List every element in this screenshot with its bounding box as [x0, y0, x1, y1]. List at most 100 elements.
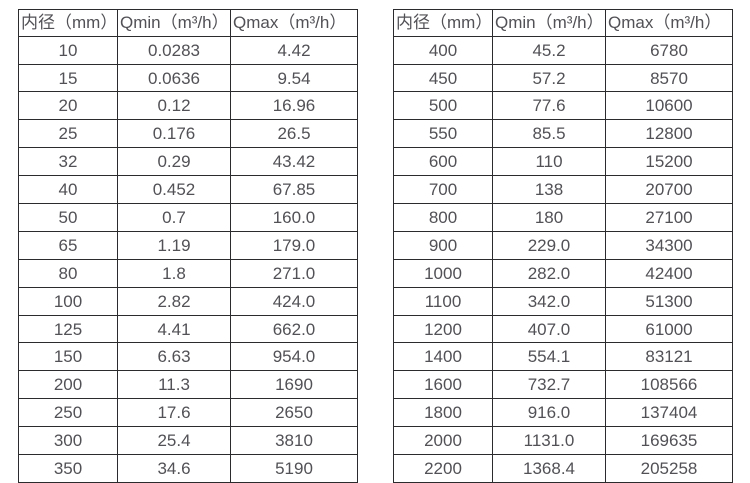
data-cell: 32 [18, 147, 118, 177]
data-cell: 4.42 [230, 35, 358, 65]
header-cell: Qmax（m³/h） [605, 9, 733, 37]
data-cell: 85.5 [492, 119, 606, 149]
data-cell: 100 [18, 286, 118, 316]
data-cell: 2000 [393, 426, 493, 456]
data-cell: 20 [18, 91, 118, 121]
data-cell: 125 [18, 314, 118, 344]
data-cell: 150 [18, 342, 118, 372]
data-cell: 1200 [393, 314, 493, 344]
data-cell: 600 [393, 147, 493, 177]
data-cell: 450 [393, 63, 493, 93]
data-cell: 8570 [605, 63, 733, 93]
table-row: 100 2.82 424.0 [18, 286, 358, 316]
data-cell: 65 [18, 230, 118, 260]
table-row: 15 0.0636 9.54 [18, 63, 358, 93]
data-cell: 350 [18, 454, 118, 483]
header-cell: Qmin（m³/h） [117, 9, 231, 37]
data-cell: 1131.0 [492, 426, 606, 456]
table-header: 内径（mm） Qmin（m³/h） Qmax（m³/h） [393, 9, 733, 37]
data-cell: 2650 [230, 398, 358, 428]
data-cell: 1600 [393, 370, 493, 400]
table-row: 1100 342.0 51300 [393, 286, 733, 316]
data-cell: 271.0 [230, 258, 358, 288]
flow-rate-table-small-diameters: 内径（mm） Qmin（m³/h） Qmax（m³/h） 10 0.0283 4.42 1… [18, 9, 358, 483]
data-cell: 34300 [605, 230, 733, 260]
data-cell: 160.0 [230, 203, 358, 232]
data-cell: 110 [492, 147, 606, 177]
data-cell: 300 [18, 426, 118, 456]
data-cell: 15200 [605, 147, 733, 177]
table-row: 600 110 15200 [393, 147, 733, 177]
table-row: 32 0.29 43.42 [18, 147, 358, 177]
data-cell: 61000 [605, 314, 733, 344]
header-cell: Qmax（m³/h） [230, 9, 358, 37]
data-cell: 2200 [393, 454, 493, 483]
data-cell: 45.2 [492, 35, 606, 65]
table-row: 250 17.6 2650 [18, 398, 358, 428]
table-header: 内径（mm） Qmin（m³/h） Qmax（m³/h） [18, 9, 358, 37]
data-cell: 16.96 [230, 91, 358, 121]
data-cell: 0.0636 [117, 63, 231, 93]
table-row: 1800 916.0 137404 [393, 398, 733, 428]
flow-rate-table-large-diameters: 内径（mm） Qmin（m³/h） Qmax（m³/h） 400 45.2 6780 45… [393, 9, 733, 483]
data-cell: 916.0 [492, 398, 606, 428]
data-cell: 500 [393, 91, 493, 121]
table-body: 10 0.0283 4.42 15 0.0636 9.54 20 0.12 16.96 25 0.1… [18, 35, 358, 483]
header-row: 内径（mm） Qmin（m³/h） Qmax（m³/h） [18, 9, 358, 37]
data-cell: 732.7 [492, 370, 606, 400]
data-cell: 1.19 [117, 230, 231, 260]
data-cell: 17.6 [117, 398, 231, 428]
table-row: 900 229.0 34300 [393, 230, 733, 260]
data-cell: 662.0 [230, 314, 358, 344]
data-cell: 1000 [393, 258, 493, 288]
data-cell: 26.5 [230, 119, 358, 149]
data-cell: 407.0 [492, 314, 606, 344]
data-cell: 0.0283 [117, 35, 231, 65]
table-row: 1400 554.1 83121 [393, 342, 733, 372]
table-row: 20 0.12 16.96 [18, 91, 358, 121]
header-cell: Qmin（m³/h） [492, 9, 606, 37]
data-cell: 179.0 [230, 230, 358, 260]
table-body: 400 45.2 6780 450 57.2 8570 500 77.6 10600 550 85.… [393, 35, 733, 483]
data-cell: 954.0 [230, 342, 358, 372]
data-cell: 108566 [605, 370, 733, 400]
data-cell: 900 [393, 230, 493, 260]
data-cell: 0.176 [117, 119, 231, 149]
table-row: 125 4.41 662.0 [18, 314, 358, 344]
data-cell: 4.41 [117, 314, 231, 344]
data-cell: 25 [18, 119, 118, 149]
table-row: 50 0.7 160.0 [18, 203, 358, 232]
data-cell: 27100 [605, 203, 733, 232]
data-cell: 700 [393, 175, 493, 205]
data-cell: 20700 [605, 175, 733, 205]
data-cell: 200 [18, 370, 118, 400]
table-row: 300 25.4 3810 [18, 426, 358, 456]
table-row: 1000 282.0 42400 [393, 258, 733, 288]
data-cell: 9.54 [230, 63, 358, 93]
data-cell: 169635 [605, 426, 733, 456]
table-row: 500 77.6 10600 [393, 91, 733, 121]
data-cell: 10 [18, 35, 118, 65]
data-cell: 3810 [230, 426, 358, 456]
table-row: 2200 1368.4 205258 [393, 454, 733, 483]
table-row: 2000 1131.0 169635 [393, 426, 733, 456]
table-row: 40 0.452 67.85 [18, 175, 358, 205]
data-cell: 57.2 [492, 63, 606, 93]
data-cell: 50 [18, 203, 118, 232]
table-row: 1600 732.7 108566 [393, 370, 733, 400]
header-cell: 内径（mm） [393, 9, 493, 37]
data-cell: 137404 [605, 398, 733, 428]
data-cell: 0.452 [117, 175, 231, 205]
data-cell: 15 [18, 63, 118, 93]
data-cell: 2.82 [117, 286, 231, 316]
data-cell: 282.0 [492, 258, 606, 288]
table-row: 80 1.8 271.0 [18, 258, 358, 288]
data-cell: 180 [492, 203, 606, 232]
data-cell: 80 [18, 258, 118, 288]
table-row: 1200 407.0 61000 [393, 314, 733, 344]
data-cell: 1368.4 [492, 454, 606, 483]
data-cell: 6.63 [117, 342, 231, 372]
data-cell: 800 [393, 203, 493, 232]
data-cell: 12800 [605, 119, 733, 149]
table-row: 350 34.6 5190 [18, 454, 358, 483]
